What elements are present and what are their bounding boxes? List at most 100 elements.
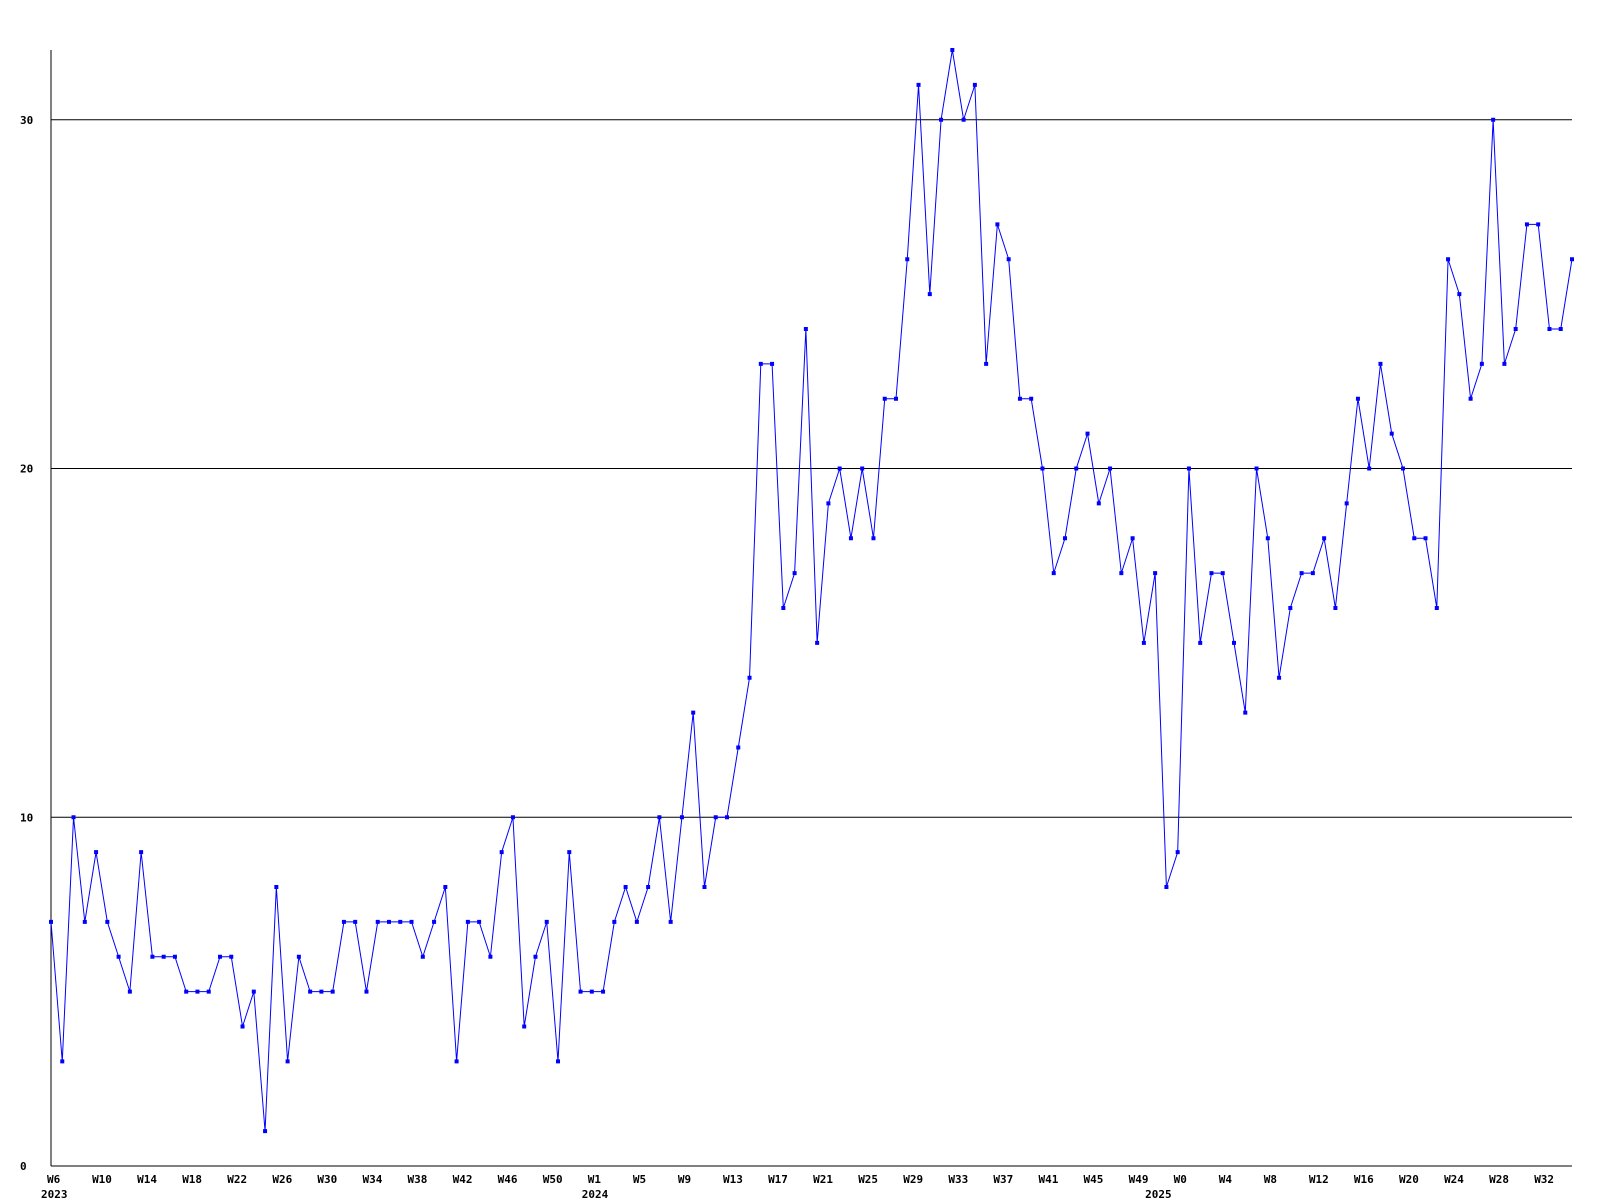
point <box>184 989 189 994</box>
point <box>94 850 99 855</box>
point <box>916 82 921 87</box>
point <box>1277 675 1282 680</box>
x-tick-label: W20 <box>1399 1173 1419 1186</box>
y-tick-label: 0 <box>20 1160 27 1173</box>
point <box>1175 850 1180 855</box>
point <box>1164 885 1169 889</box>
x-tick-label: W24 <box>1444 1173 1464 1186</box>
point <box>803 327 808 331</box>
point <box>1479 361 1484 366</box>
point <box>860 466 865 471</box>
point <box>285 1059 290 1064</box>
point <box>995 222 1000 227</box>
x-year-label: 2024 <box>582 1188 609 1200</box>
x-tick-label: W17 <box>768 1173 788 1186</box>
point <box>1198 640 1203 645</box>
point <box>950 48 955 52</box>
x-tick-label: W38 <box>408 1173 428 1186</box>
point <box>1186 466 1191 471</box>
point <box>82 919 87 924</box>
point <box>1220 571 1225 576</box>
point <box>713 815 718 820</box>
point <box>984 361 989 366</box>
x-tick-label: W13 <box>723 1173 743 1186</box>
point <box>1051 571 1056 576</box>
point <box>510 815 515 820</box>
series-line <box>50 49 1573 1132</box>
point <box>1265 536 1270 541</box>
point <box>1209 571 1214 576</box>
x-year-label: 2025 <box>1145 1188 1172 1200</box>
point <box>1446 257 1451 262</box>
point <box>1524 222 1529 227</box>
point <box>296 954 301 959</box>
point <box>139 850 144 855</box>
point <box>49 919 53 924</box>
point <box>1310 571 1315 576</box>
point <box>882 396 887 401</box>
x-tick-label: W50 <box>543 1173 563 1186</box>
point <box>409 919 414 924</box>
point <box>1254 466 1259 471</box>
point <box>251 989 256 994</box>
point <box>747 675 752 680</box>
x-tick-label: W25 <box>858 1173 878 1186</box>
point <box>1558 327 1563 331</box>
x-tick-label: W10 <box>92 1173 112 1186</box>
point <box>1141 640 1146 645</box>
x-tick-label: W18 <box>182 1173 202 1186</box>
point <box>905 257 910 262</box>
x-tick-label: W37 <box>993 1173 1013 1186</box>
point <box>961 117 966 122</box>
point <box>589 989 594 994</box>
point <box>116 954 121 959</box>
point <box>375 919 380 924</box>
point <box>1119 571 1124 576</box>
point <box>443 885 448 889</box>
point <box>398 919 403 924</box>
x-tick-label: W29 <box>903 1173 923 1186</box>
x-tick-label: W28 <box>1489 1173 1509 1186</box>
point <box>1085 431 1090 436</box>
point <box>758 361 763 366</box>
point <box>1074 466 1079 471</box>
point <box>578 989 583 994</box>
point <box>634 919 639 924</box>
point <box>240 1024 245 1029</box>
x-tick-label: W8 <box>1264 1173 1277 1186</box>
point <box>1412 536 1417 541</box>
point <box>477 919 482 924</box>
point <box>1457 292 1462 297</box>
point <box>1153 571 1158 576</box>
point <box>939 117 944 122</box>
x-tick-label: W9 <box>678 1173 691 1186</box>
point <box>1513 327 1518 331</box>
point <box>465 919 470 924</box>
point <box>1423 536 1428 541</box>
point <box>837 466 842 471</box>
point <box>60 1059 65 1064</box>
point <box>1378 361 1383 366</box>
point <box>1288 606 1293 610</box>
point <box>387 919 391 924</box>
point <box>1468 396 1473 401</box>
point <box>612 919 617 924</box>
point <box>330 989 335 994</box>
x-year-label: 2023 <box>41 1188 68 1200</box>
x-tick-label: W45 <box>1084 1173 1104 1186</box>
point <box>1017 396 1022 401</box>
point <box>668 919 673 924</box>
point <box>1299 571 1304 576</box>
y-tick-label: 10 <box>20 811 33 824</box>
x-tick-label: W5 <box>633 1173 646 1186</box>
point <box>623 885 628 889</box>
point <box>848 536 853 541</box>
point <box>522 1024 527 1029</box>
point <box>1108 466 1113 471</box>
point <box>544 919 549 924</box>
x-tick-label: W46 <box>498 1173 518 1186</box>
point <box>1232 640 1236 645</box>
point <box>1130 536 1135 541</box>
point <box>420 954 425 959</box>
point <box>1367 466 1372 471</box>
